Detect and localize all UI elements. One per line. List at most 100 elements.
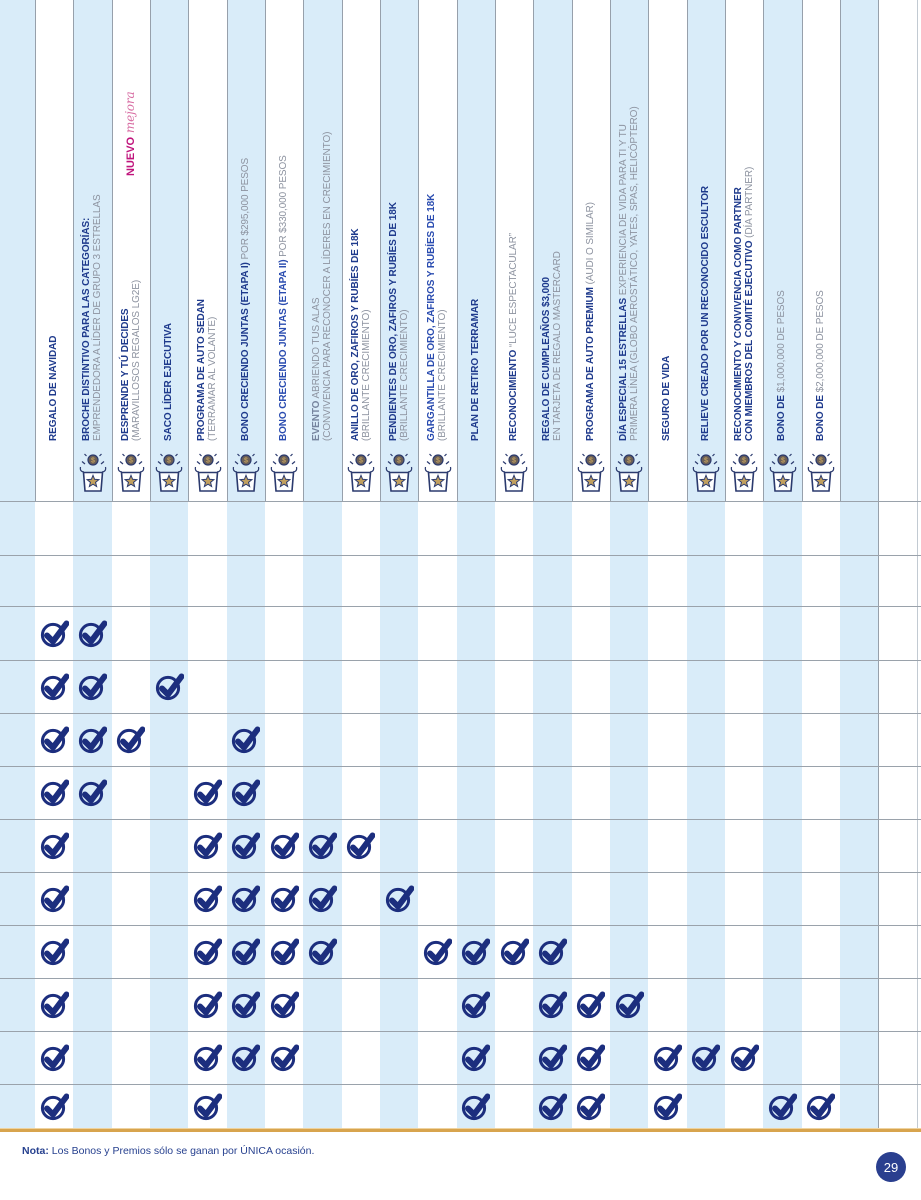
check-icon-row10-col6	[231, 990, 261, 1019]
row-border	[0, 978, 921, 979]
column-header-17: SEGURO DE VIDA	[648, 6, 686, 441]
check-icon-row6-col1	[40, 778, 70, 807]
check-icon-row7-col7	[270, 831, 300, 860]
check-icon-row7-col6	[231, 831, 261, 860]
column-header-10: PENDIENTES DE ORO, ZAFIROS Y RUBÍES DE 1…	[380, 6, 418, 441]
column-header-line: SACO LÍDER EJECUTIVA	[163, 6, 175, 441]
check-icon-row8-col5	[193, 884, 223, 913]
column-header-line: (BRILLANTE CRECIMIENTO)	[437, 6, 449, 441]
column-title-text: PROGRAMA DE AUTO PREMIUM	[585, 287, 597, 441]
column-header-5: PROGRAMA DE AUTO SEDAN (TERRAMAR AL VOLAN…	[188, 6, 226, 441]
column-header-line: RECONOCIMIENTO “LUCE ESPECTACULAR”	[508, 6, 520, 441]
gift-prize-icon: $	[499, 451, 529, 497]
column-header-line: PENDIENTES DE ORO, ZAFIROS Y RUBÍES DE 1…	[388, 6, 400, 441]
column-header-9: ANILLO DE ORO, ZAFIROS Y RUBÍES DE 18K (B…	[342, 6, 380, 441]
svg-text:$: $	[781, 458, 785, 465]
gift-prize-icon: $	[691, 451, 721, 497]
column-header-13: RECONOCIMIENTO “LUCE ESPECTACULAR”	[495, 6, 533, 441]
header-column-border	[188, 0, 190, 501]
svg-text:$: $	[704, 458, 708, 465]
check-icon-row11-col17	[653, 1043, 683, 1072]
column-subtitle-text: “LUCE ESPECTACULAR”	[508, 233, 520, 350]
column-stripe	[149, 0, 189, 1128]
header-column-border	[73, 0, 75, 501]
column-subtitle-text: (MARAVILLOSOS REGALOS LG2E)	[130, 279, 142, 441]
check-icon-row11-col18	[691, 1043, 721, 1072]
gift-prize-icon: $	[614, 451, 644, 497]
check-icon-row12-col5	[193, 1092, 223, 1121]
column-header-line: SEGURO DE VIDA	[662, 6, 674, 441]
check-icon-row10-col16	[615, 990, 645, 1019]
nuevo-label: NUEVO	[124, 136, 137, 176]
column-stripe	[763, 0, 802, 1128]
check-icon-row4-col2	[78, 672, 108, 701]
row-border	[0, 501, 921, 502]
column-stripe	[341, 0, 380, 1128]
gift-prize-icon: $	[193, 451, 223, 497]
column-title-text: BONO CRECIENDO JUNTAS (ETAPA I)	[240, 262, 252, 441]
check-icon-row12-col17	[653, 1092, 683, 1121]
column-title-text: DESPRENDE Y TÚ DECIDES	[119, 308, 131, 441]
column-title-text: SEGURO DE VIDA	[661, 355, 673, 441]
gift-prize-icon: $	[78, 451, 108, 497]
column-header-line: PRIMERA LÍNEA (GLOBO AEROSTÁTICO, YATES,…	[629, 6, 641, 441]
row-border	[0, 1031, 921, 1032]
column-title-text: REGALO DE NAVIDAD	[48, 335, 60, 441]
check-icon-row12-col1	[40, 1092, 70, 1121]
header-column-border	[303, 0, 305, 501]
svg-text:$: $	[129, 458, 133, 465]
check-icon-row12-col20	[768, 1092, 798, 1121]
column-header-line: BONO CRECIENDO JUNTAS (ETAPA I) POR $295…	[240, 6, 252, 441]
column-subtitle-text: (DÍA PARTNER)	[744, 166, 756, 241]
column-header-line: BONO DE $2,000,000 DE PESOS	[815, 6, 827, 441]
column-header-line: (BRILLANTE CRECIMIENTO)	[361, 6, 373, 441]
column-header-8: EVENTO ABRIENDO TUS ALAS (CONVIVENCIA PAR…	[303, 6, 341, 441]
row-border	[0, 872, 921, 873]
gift-prize-icon: $	[806, 451, 836, 497]
column-title-text: BONO DE	[776, 395, 788, 441]
column-stripe	[801, 0, 840, 1128]
check-icon-row12-col12	[461, 1092, 491, 1121]
column-title-text: BROCHE DISTINTIVO PARA LAS CATEGORÍAS:	[80, 217, 92, 441]
row-border	[0, 766, 921, 767]
column-stripe	[839, 0, 879, 1128]
svg-text:$: $	[512, 458, 516, 465]
column-title-text: PENDIENTES DE ORO, ZAFIROS Y RUBÍES DE 1…	[387, 202, 399, 441]
footnote-text: Los Bonos y Premios sólo se ganan por ÚN…	[48, 1145, 315, 1157]
check-icon-row7-col8	[308, 831, 338, 860]
column-subtitle-text: (BRILLANTE CRECIMIENTO)	[360, 309, 372, 441]
check-icon-row10-col5	[193, 990, 223, 1019]
header-column-border	[801, 0, 803, 501]
check-icon-row11-col1	[40, 1043, 70, 1072]
check-icon-row9-col14	[538, 937, 568, 966]
column-stripe	[73, 0, 112, 1128]
row-border	[0, 555, 921, 556]
column-header-line: CON MIEMBROS DEL COMITÉ EJECUTIVO (DÍA P…	[744, 6, 756, 441]
column-header-7: BONO CRECIENDO JUNTAS (ETAPA II) POR $33…	[265, 6, 303, 441]
column-subtitle-text: (CONVIVENCIA PARA RECONOCER A LÍDERES EN…	[322, 131, 334, 441]
check-icon-row9-col11	[423, 937, 453, 966]
gift-prize-icon: $	[576, 451, 606, 497]
svg-text:$: $	[282, 458, 286, 465]
check-icon-row9-col12	[461, 937, 491, 966]
column-header-line: PROGRAMA DE AUTO PREMIUM (AUDI O SIMILAR…	[585, 6, 597, 441]
gift-prize-icon: $	[423, 451, 453, 497]
column-title-text: RELIEVE CREADO POR UN RECONOCIDO ESCULTO…	[700, 186, 712, 441]
svg-text:$: $	[436, 458, 440, 465]
column-header-line: (CONVIVENCIA PARA RECONOCER A LÍDERES EN…	[322, 6, 334, 441]
header-column-border	[610, 0, 611, 501]
svg-text:$: $	[627, 458, 631, 465]
gift-prize-icon: $	[346, 451, 376, 497]
column-header-19: RECONOCIMIENTO Y CONVIVENCIA COMO PARTNE…	[725, 6, 763, 441]
check-icon-row11-col14	[538, 1043, 568, 1072]
header-column-border	[495, 0, 496, 501]
check-icon-row11-col19	[730, 1043, 760, 1072]
check-icon-row5-col6	[231, 725, 261, 754]
check-icon-row9-col1	[40, 937, 70, 966]
column-stripe	[878, 0, 921, 1128]
column-header-16: DÍA ESPECIAL 15 ESTRELLAS EXPERIENCIA DE…	[610, 6, 648, 441]
svg-text:$: $	[244, 458, 248, 465]
check-icon-row12-col21	[806, 1092, 836, 1121]
header-column-border	[725, 0, 726, 501]
